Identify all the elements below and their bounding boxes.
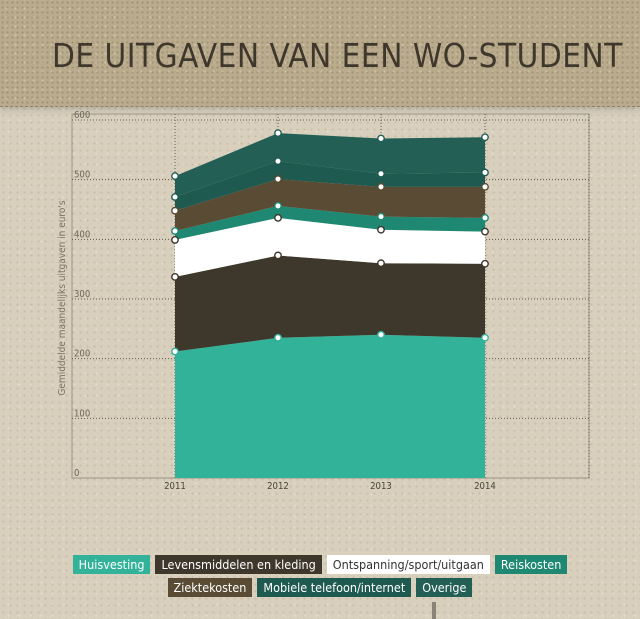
data-point[interactable] <box>171 193 179 201</box>
data-point[interactable] <box>377 225 385 234</box>
y-tick-label: 200 <box>74 349 90 360</box>
legend-item-ziektekosten[interactable]: Ziektekosten <box>167 578 253 597</box>
areas <box>175 133 485 478</box>
data-point[interactable] <box>171 206 179 215</box>
data-point[interactable] <box>171 347 179 356</box>
legend-item-overige[interactable]: Overige <box>416 578 473 597</box>
area-mobiele-telefoon-internet <box>175 161 485 211</box>
scroll-handle[interactable] <box>432 602 436 619</box>
data-point[interactable] <box>274 129 282 138</box>
data-point[interactable] <box>274 157 282 166</box>
data-point[interactable] <box>377 134 385 143</box>
legend: Huisvesting Levensmiddelen en kleding Onts… <box>0 555 640 597</box>
data-point[interactable] <box>481 168 489 177</box>
legend-item-mobiele-telefoon-internet[interactable]: Mobiele telefoon/internet <box>257 578 412 597</box>
y-axis-label: Gemiddelde maandelijks uitgaven in euro'… <box>57 200 68 395</box>
area-huisvesting <box>175 334 485 478</box>
data-point[interactable] <box>274 202 282 210</box>
axes: 0 100 200 300 400 500 600 2011 2012 2013 2014 <box>74 110 496 492</box>
y-tick-label: 500 <box>74 170 90 181</box>
legend-row: Huisvesting Levensmiddelen en kleding Onts… <box>0 555 640 574</box>
data-point[interactable] <box>274 213 282 222</box>
points <box>171 129 489 356</box>
data-point[interactable] <box>481 133 489 142</box>
data-point[interactable] <box>274 333 282 342</box>
header-banner: DE UITGAVEN VAN EEN WO-STUDENT <box>0 0 640 107</box>
area-reiskosten <box>175 205 485 240</box>
x-tick-label: 2013 <box>370 481 392 492</box>
y-tick-label: 100 <box>74 408 90 419</box>
legend-item-levensmiddelen-en-kleding[interactable]: Levensmiddelen en kleding <box>155 555 322 574</box>
data-point[interactable] <box>377 182 385 191</box>
data-point[interactable] <box>171 172 179 180</box>
data-point[interactable] <box>481 213 489 222</box>
data-point[interactable] <box>377 212 385 221</box>
y-tick-label: 600 <box>74 110 90 121</box>
data-point[interactable] <box>171 236 179 244</box>
legend-item-huisvesting[interactable]: Huisvesting <box>72 555 151 574</box>
data-point[interactable] <box>274 175 282 183</box>
data-point[interactable] <box>377 259 385 268</box>
data-point[interactable] <box>377 330 385 339</box>
data-point[interactable] <box>481 227 489 236</box>
data-point[interactable] <box>481 333 489 342</box>
data-point[interactable] <box>377 169 385 178</box>
x-tick-label: 2014 <box>474 481 496 492</box>
page-title: DE UITGAVEN VAN EEN WO-STUDENT <box>52 36 623 75</box>
y-tick-label: 300 <box>74 289 90 300</box>
area-levensmiddelen-en-kleding <box>175 255 485 352</box>
data-point[interactable] <box>274 251 282 260</box>
x-tick-label: 2012 <box>267 481 289 492</box>
data-point[interactable] <box>481 182 489 191</box>
data-point[interactable] <box>171 227 179 235</box>
y-tick-label: 0 <box>74 468 79 479</box>
data-point[interactable] <box>171 273 179 281</box>
area-overige <box>175 133 485 197</box>
legend-row: Ziektekosten Mobiele telefoon/internet Ove… <box>0 578 640 597</box>
area-ziektekosten <box>175 179 485 231</box>
data-point[interactable] <box>481 259 489 268</box>
area-ontspanning-sport-uitgaan <box>175 217 485 277</box>
x-tick-label: 2011 <box>164 481 186 492</box>
y-tick-label: 400 <box>74 229 90 240</box>
legend-item-ontspanning-sport-uitgaan[interactable]: Ontspanning/sport/uitgaan <box>326 555 490 574</box>
legend-item-reiskosten[interactable]: Reiskosten <box>494 555 568 574</box>
